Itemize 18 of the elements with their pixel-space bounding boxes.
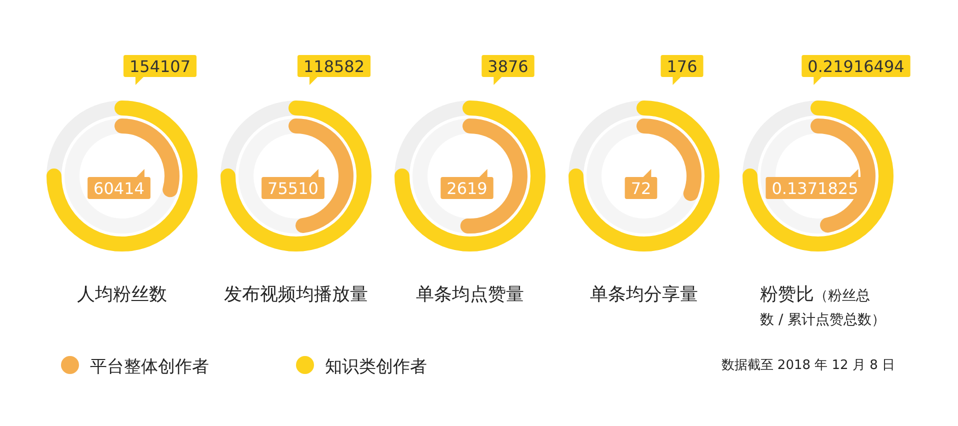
data-label: 60414: [94, 179, 144, 198]
category-label: 单条均点赞量: [416, 284, 524, 305]
data-label: 176: [666, 57, 698, 76]
data-label: 75510: [268, 179, 318, 198]
category-label: 发布视频均播放量: [224, 284, 368, 305]
data-label: 154107: [129, 57, 191, 76]
legend-label: 平台整体创作者: [90, 357, 209, 377]
category-label: 单条均分享量: [590, 284, 698, 305]
data-label: 0.1371825: [772, 179, 858, 198]
text: 数据截至 2018 年 12 月 8 日: [721, 358, 895, 373]
legend-label: 知识类创作者: [325, 357, 427, 377]
data-label: 0.21916494: [808, 57, 904, 76]
data-label: 118582: [303, 57, 365, 76]
data-label: 3876: [488, 57, 528, 76]
data-label: 72: [630, 179, 652, 198]
category-label: 人均粉丝数: [77, 284, 167, 305]
data-label: 2619: [446, 179, 488, 198]
category-label: 粉赞比（粉丝总数 / 累计点赞总数）: [760, 284, 886, 328]
